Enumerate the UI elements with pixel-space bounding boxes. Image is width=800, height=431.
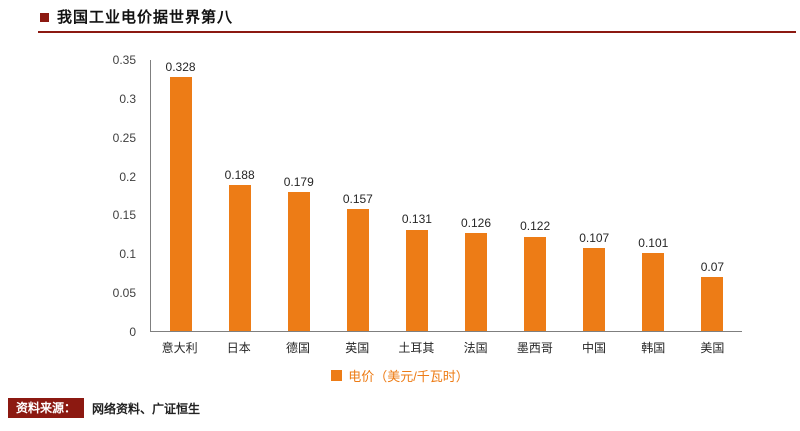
y-tick-label: 0.25	[112, 130, 136, 145]
plot-area: 0.328 0.188 0.179 0.157 0.131 0.126 0.122 0.107…	[150, 60, 742, 332]
bar-value-label: 0.126	[461, 216, 492, 231]
y-tick-label: 0.3	[119, 91, 136, 106]
bar-slot: 0.122	[506, 60, 565, 331]
bar-slot: 0.107	[565, 60, 624, 331]
x-axis-category-label: 韩国	[641, 341, 666, 355]
bar	[346, 209, 369, 331]
y-axis: 0 0.05 0.1 0.15 0.2 0.25 0.3 0.35	[90, 54, 142, 338]
bar-slot: 0.328	[151, 60, 210, 331]
legend-label: 电价（美元/千瓦时）	[348, 369, 469, 384]
bar-slot: 0.07	[683, 60, 742, 331]
source-footer: 资料来源： 网络资料、广证恒生	[8, 398, 200, 418]
bar-slot: 0.126	[446, 60, 505, 331]
x-axis-category-label: 法国	[463, 341, 488, 355]
source-text: 网络资料、广证恒生	[92, 401, 201, 416]
x-axis-category-label: 土耳其	[398, 341, 435, 355]
y-tick-label: 0.15	[112, 208, 136, 223]
bar	[405, 229, 428, 331]
y-tick-label: 0.35	[112, 53, 136, 67]
x-axis-category-label: 中国	[582, 341, 607, 355]
title-bullet-square	[40, 13, 49, 22]
bar	[228, 185, 251, 331]
bar-slot: 0.101	[624, 60, 683, 331]
bar-value-label: 0.328	[165, 59, 196, 74]
x-axis-category-label: 日本	[226, 341, 251, 355]
y-tick-label: 0.1	[119, 247, 136, 262]
y-tick-label: 0.2	[119, 169, 136, 184]
legend: 电价（美元/千瓦时）	[0, 366, 800, 385]
legend-swatch-icon	[331, 370, 343, 381]
x-axis-category-label: 英国	[345, 341, 370, 355]
x-axis-category-label: 墨西哥	[516, 341, 553, 355]
bar-slot: 0.188	[210, 60, 269, 331]
bar	[524, 236, 547, 331]
source-label: 资料来源：	[8, 398, 85, 418]
bar-value-label: 0.122	[520, 219, 551, 234]
y-tick-label: 0	[129, 325, 136, 339]
bar-slot: 0.131	[387, 60, 446, 331]
x-axis-category-label: 意大利	[161, 341, 198, 355]
x-axis-labels: 意大利 日本 德国 英国 土耳其 法国 墨西哥 中国 韩国 美国	[150, 339, 742, 356]
x-axis-category-label: 美国	[700, 341, 725, 355]
bar-value-label: 0.107	[579, 230, 610, 245]
bar-value-label: 0.157	[342, 192, 373, 207]
page-title: 我国工业电价据世界第八	[57, 9, 234, 26]
bar-value-label: 0.101	[638, 235, 669, 250]
bar	[287, 192, 310, 331]
bar	[583, 248, 606, 331]
bar-value-label: 0.131	[401, 212, 432, 227]
bar-value-label: 0.179	[283, 175, 314, 190]
bar-slot: 0.157	[328, 60, 387, 331]
title-divider-line	[38, 31, 796, 33]
bar	[701, 276, 724, 331]
bar-value-label: 0.188	[224, 168, 255, 183]
x-axis-category-label: 德国	[286, 341, 311, 355]
bar	[169, 77, 192, 331]
bar-value-label: 0.07	[700, 259, 725, 274]
bar	[642, 252, 665, 331]
bar	[465, 233, 488, 331]
y-tick-label: 0.05	[112, 286, 136, 301]
bar-slot: 0.179	[269, 60, 328, 331]
